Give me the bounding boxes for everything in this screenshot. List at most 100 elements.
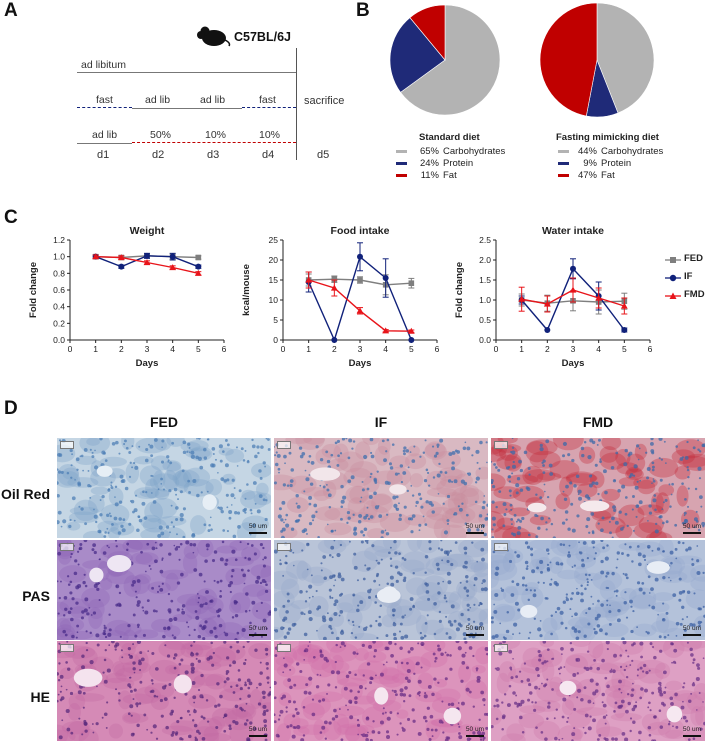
- nucleus: [57, 678, 61, 682]
- histology-image-pas-fmd: 50 um: [491, 540, 705, 640]
- nucleus: [213, 550, 218, 554]
- tissue-patch: [549, 460, 580, 479]
- nucleus: [78, 717, 81, 720]
- nucleus: [481, 582, 484, 585]
- x-tick-label: 6: [222, 344, 227, 354]
- nucleus: [505, 629, 510, 634]
- if-segment-2: ad lib: [145, 94, 171, 106]
- tissue-patch: [303, 438, 326, 445]
- tissue-patch: [100, 456, 127, 467]
- nucleus: [636, 480, 639, 483]
- nucleus: [400, 661, 404, 665]
- nucleus: [370, 454, 375, 459]
- nucleus: [495, 505, 498, 509]
- nucleus: [375, 574, 379, 578]
- nucleus: [464, 565, 468, 569]
- nucleus: [282, 694, 287, 699]
- nucleus: [578, 496, 583, 501]
- nucleus: [461, 701, 465, 706]
- nucleus: [246, 483, 249, 486]
- nucleus: [505, 508, 508, 511]
- nucleus: [693, 517, 698, 522]
- nucleus: [119, 474, 124, 479]
- tissue-patch: [524, 469, 556, 483]
- nucleus: [92, 731, 95, 734]
- nucleus: [269, 686, 271, 689]
- nucleus: [571, 732, 576, 737]
- nucleus: [223, 680, 227, 684]
- nucleus: [632, 720, 636, 724]
- nucleus: [593, 627, 596, 631]
- vessel-lumen: [666, 705, 683, 723]
- nucleus: [560, 621, 564, 625]
- nucleus: [95, 520, 98, 524]
- legend-triangle-marker: [665, 292, 681, 299]
- nucleus: [535, 493, 538, 496]
- x-tick-label: 5: [622, 344, 627, 354]
- nucleus: [79, 455, 82, 458]
- nucleus: [521, 516, 525, 521]
- nucleus: [163, 488, 165, 491]
- nucleus: [174, 732, 178, 736]
- nucleus: [632, 474, 636, 477]
- nucleus: [419, 455, 422, 458]
- tissue-patch: [166, 438, 185, 447]
- nucleus: [67, 610, 72, 615]
- nucleus: [137, 515, 141, 519]
- nucleus: [246, 542, 250, 546]
- nucleus: [150, 731, 153, 734]
- nucleus: [265, 583, 268, 587]
- nucleus: [422, 636, 425, 639]
- nucleus: [94, 449, 96, 452]
- nucleus: [516, 477, 521, 481]
- nucleus: [265, 661, 269, 666]
- nucleus: [337, 454, 340, 458]
- tissue-patch: [508, 507, 531, 517]
- nucleus: [319, 731, 323, 734]
- tissue-patch: [652, 592, 674, 602]
- nucleus: [292, 714, 296, 718]
- nucleus: [263, 724, 267, 728]
- nucleus: [629, 717, 633, 720]
- nucleus: [398, 513, 402, 517]
- nucleus: [295, 494, 299, 498]
- nucleus: [444, 677, 448, 681]
- nucleus: [546, 678, 549, 681]
- nucleus: [233, 601, 238, 605]
- nucleus: [559, 543, 563, 546]
- histology-column-fmd: FMD: [582, 414, 614, 430]
- nucleus: [458, 507, 463, 512]
- nucleus: [242, 645, 245, 649]
- nucleus: [265, 438, 268, 440]
- data-point: [382, 327, 390, 334]
- nucleus: [366, 567, 370, 571]
- nucleus: [193, 568, 198, 572]
- nucleus: [493, 609, 498, 614]
- tissue-patch: [172, 613, 193, 623]
- nucleus: [462, 632, 467, 637]
- nucleus: [521, 731, 525, 734]
- nucleus: [102, 631, 106, 636]
- vessel-lumen: [89, 567, 104, 583]
- tissue-patch: [323, 540, 343, 550]
- nucleus: [425, 468, 429, 472]
- tissue-patch: [285, 560, 312, 579]
- nucleus: [389, 557, 393, 560]
- nucleus: [476, 461, 479, 464]
- nucleus: [175, 493, 178, 496]
- nucleus: [653, 715, 657, 719]
- nucleus: [661, 508, 664, 511]
- nucleus: [636, 626, 639, 628]
- schedule-group-fed-label: FED: [39, 59, 61, 72]
- nucleus: [431, 735, 434, 738]
- tissue-patch: [505, 585, 536, 596]
- nucleus: [57, 453, 61, 457]
- nucleus: [139, 651, 143, 655]
- nucleus: [690, 653, 694, 657]
- series-fmd: [92, 253, 202, 276]
- tissue-patch: [135, 552, 159, 566]
- data-point: [570, 265, 576, 272]
- tissue-patch: [300, 487, 331, 497]
- sacrifice-label: sacrifice: [304, 95, 345, 107]
- nucleus: [225, 558, 229, 562]
